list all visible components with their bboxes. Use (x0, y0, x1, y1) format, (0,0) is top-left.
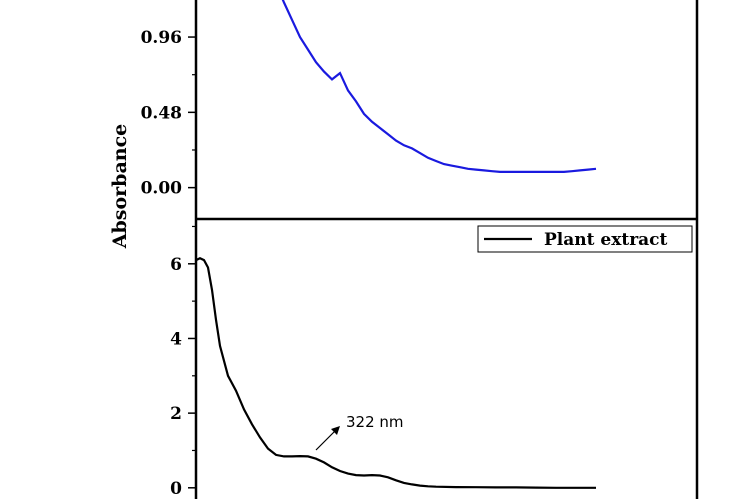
top-series-line (281, 0, 597, 173)
bottom-y-ticks: 0 2 4 6 (170, 225, 196, 499)
top-y-tick-label: 0.96 (141, 28, 182, 48)
top-y-ticks: 0.00 0.48 0.96 (141, 0, 196, 199)
annotation-arrowhead (331, 426, 340, 435)
y-axis-label: Absorbance (109, 124, 131, 249)
top-panel: 0.00 0.48 0.96 (141, 0, 597, 199)
bottom-y-tick-label: 6 (170, 255, 182, 275)
plant-extract-series-line (195, 256, 596, 489)
bottom-y-tick-label: 4 (170, 329, 182, 349)
legend: Plant extract (477, 225, 693, 253)
legend-label-plant-extract: Plant extract (544, 230, 668, 250)
peak-annotation: 322 nm (315, 413, 404, 451)
bottom-y-tick-label: 2 (170, 404, 182, 424)
top-y-tick-label: 0.00 (141, 179, 183, 199)
bottom-panel: 0 2 4 6 Plant extract 322 nm (170, 225, 693, 499)
annotation-label-322nm: 322 nm (346, 413, 404, 431)
plot-frames (194, 0, 699, 499)
top-y-tick-label: 0.48 (141, 103, 182, 123)
bottom-y-tick-label: 0 (170, 479, 182, 499)
